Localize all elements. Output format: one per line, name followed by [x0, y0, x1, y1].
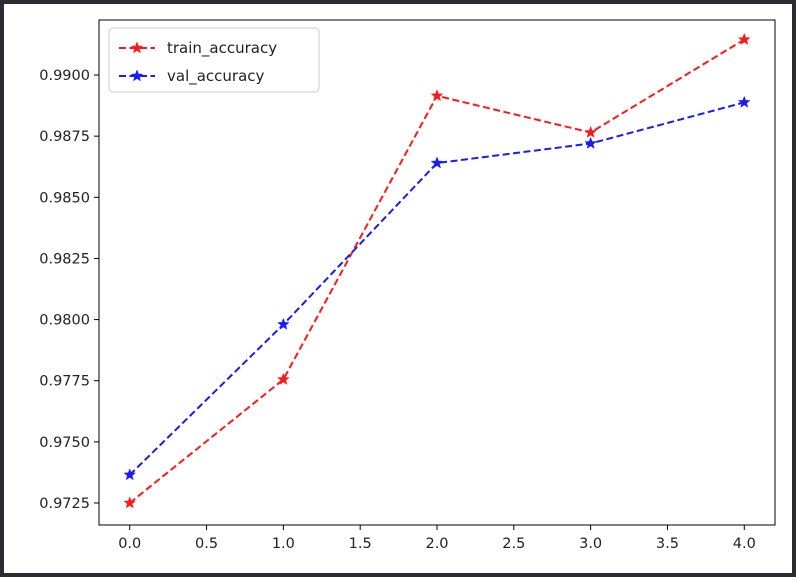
data-point-train_accuracy [584, 125, 598, 138]
data-point-val_accuracy [123, 468, 137, 481]
legend: train_accuracy val_accuracy [108, 27, 320, 93]
data-point-val_accuracy [430, 156, 444, 169]
x-tick-label: 1.0 [272, 536, 295, 552]
data-point-val_accuracy [737, 95, 751, 108]
y-tick-label: 0.9800 [39, 313, 90, 329]
legend-label-train_accuracy: train_accuracy [167, 39, 277, 58]
x-tick-label: 4.0 [733, 536, 756, 552]
y-tick-label: 0.9750 [39, 435, 90, 451]
y-tick-label: 0.9775 [39, 374, 90, 390]
series-line-val_accuracy [129, 101, 745, 476]
x-tick-label: 1.5 [349, 536, 372, 552]
series-line-train_accuracy [129, 38, 745, 504]
y-axis: 0.9725 0.9750 0.9775 0.9800 0.9825 0.9850 0.98… [39, 68, 99, 512]
plot-lines [123, 32, 751, 509]
x-tick-label: 0.0 [118, 536, 141, 552]
data-point-train_accuracy [276, 372, 290, 385]
x-tick-label: 3.5 [656, 536, 679, 552]
legend-marker-val_accuracy [130, 69, 144, 82]
data-point-val_accuracy [584, 136, 598, 149]
legend-label-val_accuracy: val_accuracy [167, 67, 265, 86]
x-axis: 0.0 0.5 1.0 1.5 2.0 2.5 3.0 3.5 4.0 [118, 525, 756, 552]
legend-marker-train_accuracy [130, 41, 144, 54]
y-tick-label: 0.9900 [39, 68, 90, 84]
data-point-train_accuracy [123, 496, 137, 509]
chart-frame: 0.0 0.5 1.0 1.5 2.0 2.5 3.0 3.5 4.0 0.9725 0.9750… [4, 4, 792, 573]
x-tick-label: 0.5 [195, 536, 218, 552]
y-tick-label: 0.9725 [39, 496, 90, 512]
y-tick-label: 0.9850 [39, 190, 90, 206]
y-tick-label: 0.9875 [39, 129, 90, 145]
x-tick-label: 2.5 [502, 536, 525, 552]
axes-box [98, 19, 776, 526]
x-tick-label: 3.0 [579, 536, 602, 552]
x-tick-label: 2.0 [425, 536, 448, 552]
y-tick-label: 0.9825 [39, 251, 90, 267]
data-point-val_accuracy [276, 317, 290, 330]
data-point-train_accuracy [430, 89, 444, 102]
legend-box [108, 27, 320, 93]
data-point-train_accuracy [737, 32, 751, 45]
line-chart: 0.0 0.5 1.0 1.5 2.0 2.5 3.0 3.5 4.0 0.9725 0.9750… [39, 19, 776, 552]
